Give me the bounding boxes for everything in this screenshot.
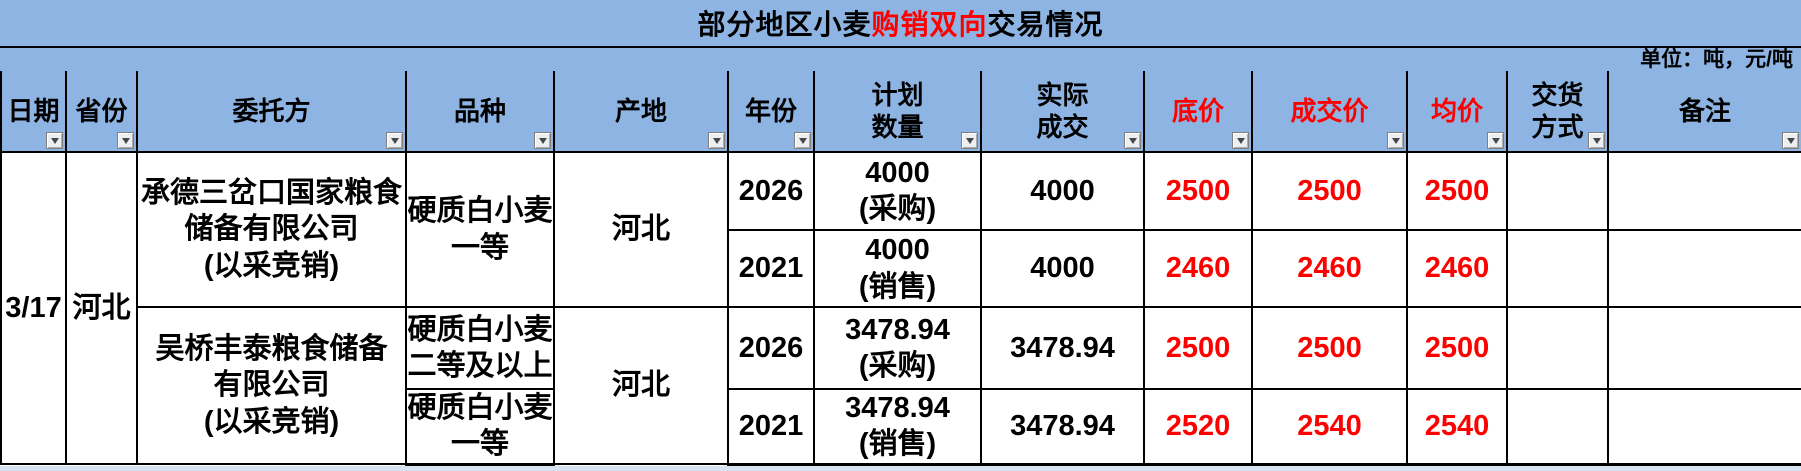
cell-consignor[interactable]: 吴桥丰泰粮食储备 有限公司 (以采竞销) bbox=[136, 306, 407, 465]
cell-avg-price[interactable]: 2460 bbox=[1406, 229, 1508, 308]
cell-delivery-method[interactable] bbox=[1506, 306, 1609, 390]
chevron-down-icon bbox=[1786, 137, 1795, 144]
filter-dropdown-icon[interactable] bbox=[1232, 132, 1249, 149]
chevron-down-icon bbox=[965, 137, 974, 144]
filter-dropdown-icon[interactable] bbox=[117, 132, 134, 149]
col-header-planned-quantity: 计划 数量 bbox=[813, 71, 982, 153]
cell-plan-quantity[interactable]: 4000 (采购) bbox=[813, 151, 982, 231]
cell-consignor[interactable]: 承德三岔口国家粮食 储备有限公司 (以采竞销) bbox=[136, 151, 407, 308]
cell-floor-price[interactable]: 2500 bbox=[1143, 151, 1253, 231]
col-header-variety: 品种 bbox=[405, 71, 555, 153]
cell-delivery-method[interactable] bbox=[1506, 229, 1609, 308]
col-header-consignor: 委托方 bbox=[136, 71, 407, 153]
cell-avg-price[interactable]: 2500 bbox=[1406, 151, 1508, 231]
table-row: 2021 4000 (销售) 4000 2460 2460 2460 bbox=[1, 229, 1801, 308]
cell-year[interactable]: 2021 bbox=[727, 229, 815, 308]
table-row: 3/17 河北 承德三岔口国家粮食 储备有限公司 (以采竞销) 硬质白小麦 一等… bbox=[0, 151, 1801, 465]
cell-floor-price[interactable]: 2520 bbox=[1143, 388, 1253, 466]
cell-deal-price[interactable]: 2540 bbox=[1251, 388, 1408, 466]
chevron-down-icon bbox=[1128, 137, 1137, 144]
filter-dropdown-icon[interactable] bbox=[46, 132, 63, 149]
table-row: 吴桥丰泰粮食储备 有限公司 (以采竞销) 硬质白小麦 二等及以上 河北 2026… bbox=[1, 306, 1801, 465]
cell-remark[interactable] bbox=[1607, 229, 1801, 308]
col-header-delivery-method: 交货 方式 bbox=[1506, 71, 1609, 153]
cell-variety[interactable]: 硬质白小麦 二等及以上 bbox=[405, 306, 555, 390]
cell-origin[interactable]: 河北 bbox=[553, 151, 729, 308]
col-header-province: 省份 bbox=[65, 71, 138, 153]
chevron-down-icon bbox=[798, 137, 807, 144]
wheat-trade-table: 日期 省份 委托方 品种 产地 年份 计划 数量 实际 成交 底价 成交价 均价… bbox=[0, 71, 1801, 466]
cell-year[interactable]: 2026 bbox=[727, 151, 815, 231]
title-text-highlight: 购销双向 bbox=[871, 9, 988, 40]
filter-dropdown-icon[interactable] bbox=[961, 132, 978, 149]
cell-plan-quantity[interactable]: 3478.94 (销售) bbox=[813, 388, 982, 466]
cell-remark[interactable] bbox=[1607, 151, 1801, 231]
header-row: 日期 省份 委托方 品种 产地 年份 计划 数量 实际 成交 底价 成交价 均价… bbox=[0, 71, 1801, 153]
chevron-down-icon bbox=[121, 137, 130, 144]
filter-dropdown-icon[interactable] bbox=[794, 132, 811, 149]
chevron-down-icon bbox=[50, 137, 59, 144]
cell-remark[interactable] bbox=[1607, 388, 1801, 466]
cell-floor-price[interactable]: 2500 bbox=[1143, 306, 1253, 390]
cell-avg-price[interactable]: 2500 bbox=[1406, 306, 1508, 390]
cell-plan-quantity[interactable]: 4000 (销售) bbox=[813, 229, 982, 308]
chevron-down-icon bbox=[1236, 137, 1245, 144]
filter-dropdown-icon[interactable] bbox=[534, 132, 551, 149]
cell-actual-volume[interactable]: 3478.94 bbox=[980, 388, 1145, 466]
col-header-actual-volume: 实际 成交 bbox=[980, 71, 1145, 153]
col-header-avg-price: 均价 bbox=[1406, 71, 1508, 153]
cell-actual-volume[interactable]: 4000 bbox=[980, 151, 1145, 231]
cell-year[interactable]: 2026 bbox=[727, 306, 815, 390]
col-header-floor-price: 底价 bbox=[1143, 71, 1253, 153]
cell-deal-price[interactable]: 2500 bbox=[1251, 306, 1408, 390]
col-header-deal-price: 成交价 bbox=[1251, 71, 1408, 153]
cell-plan-quantity[interactable]: 3478.94 (采购) bbox=[813, 306, 982, 390]
cell-actual-volume[interactable]: 4000 bbox=[980, 229, 1145, 308]
cell-actual-volume[interactable]: 3478.94 bbox=[980, 306, 1145, 390]
filter-dropdown-icon[interactable] bbox=[1387, 132, 1404, 149]
cell-variety[interactable]: 硬质白小麦 一等 bbox=[405, 388, 555, 466]
title-text-pre: 部分地区小麦 bbox=[697, 9, 872, 40]
filter-dropdown-icon[interactable] bbox=[1588, 132, 1605, 149]
chevron-down-icon bbox=[712, 137, 721, 144]
cell-variety[interactable]: 硬质白小麦 一等 bbox=[405, 151, 555, 308]
cell-avg-price[interactable]: 2540 bbox=[1406, 388, 1508, 466]
col-header-date: 日期 bbox=[0, 71, 67, 153]
filter-dropdown-icon[interactable] bbox=[1782, 132, 1799, 149]
cell-date[interactable]: 3/17 bbox=[0, 151, 67, 465]
filter-dropdown-icon[interactable] bbox=[1124, 132, 1141, 149]
cell-floor-price[interactable]: 2460 bbox=[1143, 229, 1253, 308]
cell-province[interactable]: 河北 bbox=[65, 151, 138, 465]
cell-delivery-method[interactable] bbox=[1506, 151, 1609, 231]
cell-origin[interactable]: 河北 bbox=[553, 306, 729, 465]
title-text-post: 交易情况 bbox=[987, 9, 1104, 40]
chevron-down-icon bbox=[538, 137, 547, 144]
unit-note-text: 单位：吨，元/吨 bbox=[1640, 48, 1793, 71]
chevron-down-icon bbox=[1592, 137, 1601, 144]
table-row: 硬质白小麦 一等 2021 3478.94 (销售) 3478.94 2520 … bbox=[1, 388, 1801, 466]
cell-delivery-method[interactable] bbox=[1506, 388, 1609, 466]
bottom-row-sliver bbox=[0, 465, 1801, 471]
chevron-down-icon bbox=[1491, 137, 1500, 144]
cell-deal-price[interactable]: 2460 bbox=[1251, 229, 1408, 308]
col-header-origin: 产地 bbox=[553, 71, 729, 153]
sheet-title: 部分地区小麦 购销双向 交易情况 bbox=[0, 0, 1801, 48]
unit-note-bar: 单位：吨，元/吨 bbox=[0, 48, 1801, 71]
col-header-year: 年份 bbox=[727, 71, 815, 153]
chevron-down-icon bbox=[1391, 137, 1400, 144]
col-header-remark: 备注 bbox=[1607, 71, 1801, 153]
cell-year[interactable]: 2021 bbox=[727, 388, 815, 466]
filter-dropdown-icon[interactable] bbox=[708, 132, 725, 149]
filter-dropdown-icon[interactable] bbox=[386, 132, 403, 149]
cell-deal-price[interactable]: 2500 bbox=[1251, 151, 1408, 231]
filter-dropdown-icon[interactable] bbox=[1487, 132, 1504, 149]
cell-remark[interactable] bbox=[1607, 306, 1801, 390]
chevron-down-icon bbox=[390, 137, 399, 144]
